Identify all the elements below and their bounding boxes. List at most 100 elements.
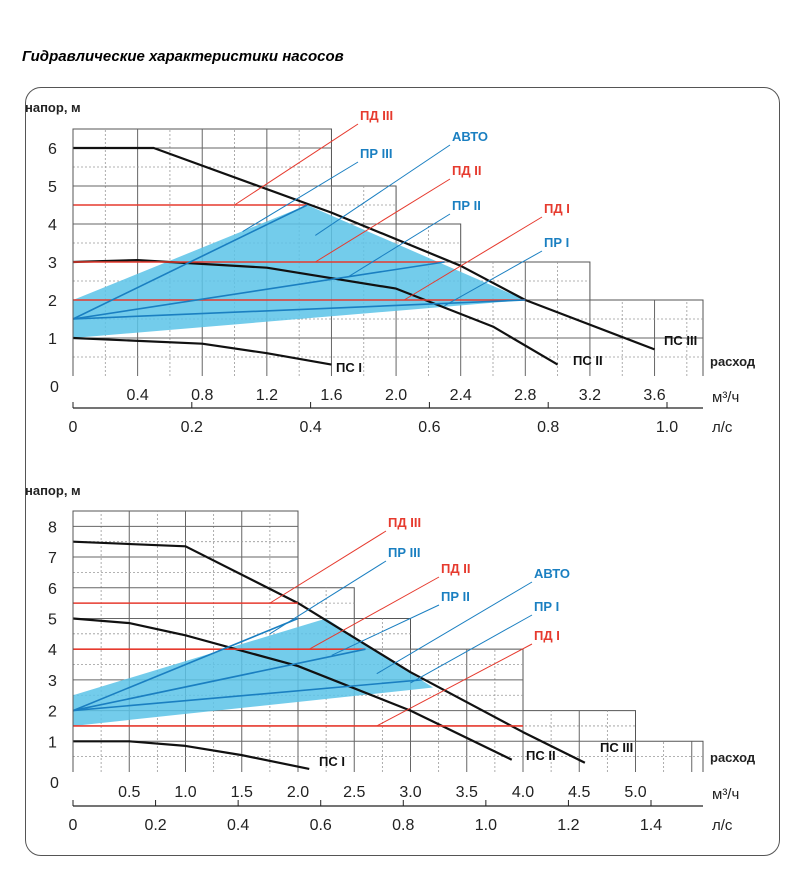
- x-axis-label: расход: [710, 750, 756, 765]
- label-ПР-III: ПР III: [360, 146, 392, 161]
- y-tick-zero: 0: [50, 379, 59, 396]
- series-line-ПР-II: [72, 261, 445, 320]
- label-ПД-III: ПД III: [360, 108, 393, 123]
- label-ПД-II: ПД II: [441, 561, 470, 576]
- label-ПД-II: ПД II: [452, 163, 481, 178]
- label-ПД-I: ПД I: [534, 628, 560, 643]
- series-line-ПР-III: [72, 204, 308, 320]
- series-line-ПР-II: [72, 648, 366, 712]
- x-tick-label: 0.5: [118, 784, 140, 801]
- x-tick-label: 5.0: [624, 784, 646, 801]
- x-unit-secondary: л/с: [712, 817, 733, 834]
- label-ПД-III: ПД III: [388, 515, 421, 530]
- ls-tick-label: 0.4: [299, 419, 321, 436]
- curve-label-ПС-II: ПС II: [526, 748, 556, 763]
- series-line-ПС-III: [72, 540, 586, 764]
- x-tick-label: 2.8: [514, 387, 536, 404]
- grid-outline: [72, 128, 704, 376]
- y-tick-label: 1: [48, 331, 57, 348]
- ls-tick-label: 0: [69, 419, 78, 436]
- leader-ПД-III: [234, 123, 359, 206]
- x-tick-label: 3.0: [399, 784, 421, 801]
- x-tick-label: 1.6: [320, 387, 342, 404]
- y-tick-label: 4: [48, 642, 57, 659]
- ls-tick-label: 0.6: [418, 419, 440, 436]
- ls-tick-label: 1.4: [640, 817, 662, 834]
- label-АВТО: АВТО: [452, 129, 488, 144]
- x-tick-label: 3.2: [579, 387, 601, 404]
- curve-label-ПС-I: ПС I: [336, 360, 362, 375]
- x-axis-label: расход: [710, 354, 756, 369]
- series-line-ПС-II: [72, 617, 513, 761]
- x-unit-primary: м³/ч: [712, 786, 739, 803]
- x-tick-label: 1.0: [174, 784, 196, 801]
- series-line-ПР-III: [72, 617, 299, 712]
- leader-ПР-I: [410, 614, 533, 684]
- leader-ПД-I: [403, 216, 543, 301]
- label-ПР-III: ПР III: [388, 545, 420, 560]
- leader-ПД-II: [309, 576, 440, 650]
- x-tick-label: 0.8: [191, 387, 213, 404]
- curve-label-ПС-II: ПС II: [573, 353, 603, 368]
- auto-region: [73, 205, 526, 338]
- label-ПР-II: ПР II: [441, 589, 470, 604]
- y-tick-label: 2: [48, 704, 57, 721]
- leader-ПР-I: [444, 250, 543, 307]
- chart-2: ПД I ПД II ПД III ПР I ПР II ПР III АВТО ПС I ПС…: [25, 483, 756, 834]
- x-tick-label: 2.0: [287, 784, 309, 801]
- leader-ПД-III: [269, 530, 387, 604]
- series-line-ПР-I: [72, 679, 422, 712]
- ls-tick-label: 0.8: [392, 817, 414, 834]
- y-tick-label: 6: [48, 141, 57, 158]
- series-line-ПС-I: [73, 740, 310, 771]
- x-unit-primary: м³/ч: [712, 389, 739, 406]
- y-tick-label: 7: [48, 550, 57, 567]
- x-tick-label: 1.5: [231, 784, 253, 801]
- y-tick-label: 8: [48, 519, 57, 536]
- x-tick-label: 3.6: [643, 387, 665, 404]
- y-tick-label: 5: [48, 179, 57, 196]
- leader-ПР-II: [331, 604, 440, 656]
- chart-1: ПД I ПД II ПД III ПР I ПР II ПР III АВТО ПС I ПС…: [25, 100, 756, 436]
- ls-tick-label: 0.6: [310, 817, 332, 834]
- label-ПР-I: ПР I: [544, 235, 569, 250]
- leader-АВТО: [376, 581, 533, 675]
- curve-label-ПС-III: ПС III: [664, 333, 697, 348]
- ls-tick-label: 0.2: [181, 419, 203, 436]
- leader-ПД-II: [315, 178, 451, 263]
- label-АВТО: АВТО: [534, 566, 570, 581]
- x-tick-label: 2.4: [450, 387, 472, 404]
- page-title: Гидравлические характеристики насосов: [22, 48, 344, 65]
- leader-ПР-III: [242, 161, 359, 233]
- y-tick-label: 6: [48, 581, 57, 598]
- x-tick-label: 4.5: [568, 784, 590, 801]
- curve-label-ПС-III: ПС III: [600, 740, 633, 755]
- x-tick-label: 2.5: [343, 784, 365, 801]
- y-tick-label: 3: [48, 673, 57, 690]
- ls-tick-label: 1.2: [557, 817, 579, 834]
- series-line-ПС-I: [72, 336, 332, 366]
- y-tick-label: 1: [48, 734, 57, 751]
- y-tick-label: 2: [48, 293, 57, 310]
- x-tick-label: 3.5: [456, 784, 478, 801]
- x-tick-label: 4.0: [512, 784, 534, 801]
- x-tick-label: 0.4: [126, 387, 148, 404]
- ls-tick-label: 0.8: [537, 419, 559, 436]
- x-tick-label: 1.2: [256, 387, 278, 404]
- series-line-ПС-II: [72, 259, 559, 366]
- leader-ПР-III: [269, 560, 387, 635]
- leader-АВТО: [315, 144, 451, 236]
- y-tick-zero: 0: [50, 775, 59, 792]
- curve-label-ПС-I: ПС I: [319, 754, 345, 769]
- y-tick-label: 3: [48, 255, 57, 272]
- ls-tick-label: 1.0: [475, 817, 497, 834]
- label-ПР-II: ПР II: [452, 198, 481, 213]
- y-axis-label: напор, м: [25, 483, 81, 498]
- y-tick-label: 4: [48, 217, 57, 234]
- leader-ПД-I: [376, 643, 533, 727]
- chart-frame: [25, 87, 780, 856]
- label-ПР-I: ПР I: [534, 599, 559, 614]
- leader-ПР-II: [347, 213, 451, 278]
- label-ПД-I: ПД I: [544, 201, 570, 216]
